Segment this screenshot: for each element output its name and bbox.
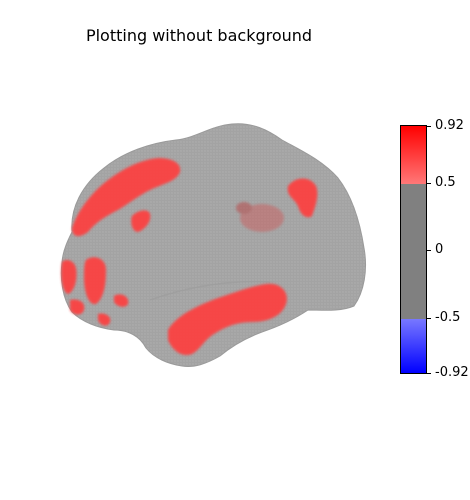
colorbar-tick: [427, 126, 431, 127]
activation-frontal-pole-2: [84, 257, 106, 305]
colorbar-tick: [427, 183, 431, 184]
colorbar-tick-label: -0.92: [435, 365, 469, 380]
colorbar-segment-bottom: [401, 319, 426, 373]
colorbar-tick: [427, 373, 431, 374]
colorbar-segment-top: [401, 126, 426, 184]
figure-title: Plotting without background: [85, 26, 313, 45]
activation-frontal-superior: [72, 158, 181, 237]
activation-supramarginal: [236, 202, 284, 232]
activation-frontal-pole-1: [61, 260, 77, 294]
activation-frontal-small: [131, 210, 151, 232]
colorbar-tick: [427, 318, 431, 319]
colorbar-tick-label: 0.92: [435, 118, 464, 133]
activation-parietal: [287, 178, 318, 218]
colorbar-tick-label: 0.5: [435, 175, 456, 190]
activation-inferior-frontal: [114, 294, 129, 307]
activation-clusters: [61, 158, 318, 356]
activation-orbital-2: [98, 313, 111, 326]
activation-temporal-main: [168, 283, 287, 356]
sylvian-fissure: [149, 280, 271, 301]
colorbar-tick-label: -0.5: [435, 310, 461, 325]
activation-orbital: [70, 299, 85, 315]
colorbar-tick-label: 0: [435, 242, 444, 257]
colorbar: [400, 125, 427, 374]
colorbar-segment-neutral: [401, 184, 426, 319]
colorbar-tick: [427, 250, 431, 251]
